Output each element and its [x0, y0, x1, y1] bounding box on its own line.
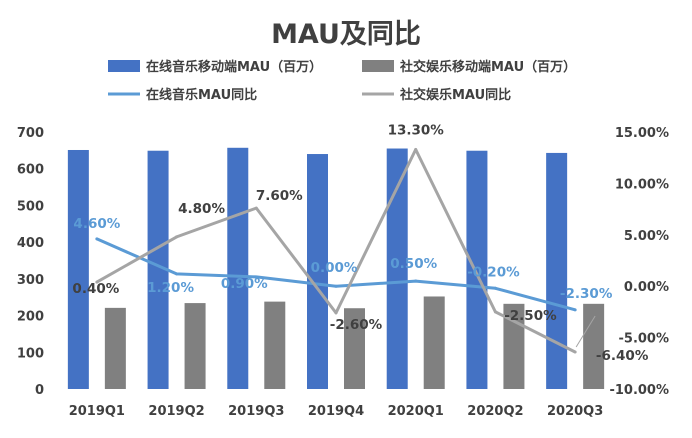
data-label-social-yoy: 4.80%: [178, 201, 225, 217]
bar-music-mau: [546, 152, 568, 389]
point-social-yoy: [95, 280, 99, 284]
bar-music-mau: [147, 150, 169, 389]
y2-tick-label: 5.00%: [624, 229, 669, 244]
y-axis-left: 0 100 200 300 400 500 600 700: [17, 126, 44, 398]
y-tick-label: 0: [35, 383, 44, 398]
y2-tick-label: 0.00%: [624, 280, 669, 295]
bar-music-mau: [466, 150, 488, 389]
legend-label-social-bar: 社交娱乐移动端MAU（百万）: [399, 59, 576, 75]
point-music-yoy: [95, 237, 99, 241]
legend-swatch-music-bar: [108, 60, 140, 72]
data-label-music-yoy: 0.90%: [221, 276, 268, 292]
data-label-music-yoy: -2.30%: [560, 286, 613, 302]
y-tick-label: 300: [17, 273, 44, 288]
bar-music-mau: [386, 148, 408, 389]
x-tick-label: 2020Q3: [547, 404, 603, 419]
chart-title: MAU及同比: [271, 19, 421, 50]
legend-label-music-bar: 在线音乐移动端MAU（百万）: [146, 59, 322, 75]
x-tick-label: 2019Q1: [69, 404, 125, 419]
y-axis-right: -10.00% -5.00% 0.00% 5.00% 10.00% 15.00%: [609, 126, 669, 398]
bar-music-mau: [307, 154, 328, 389]
x-tick-label: 2020Q2: [467, 404, 523, 419]
lines: [95, 147, 577, 354]
point-social-yoy: [573, 350, 577, 354]
point-music-yoy: [493, 286, 497, 290]
point-music-yoy: [573, 308, 577, 312]
y2-tick-label: -5.00%: [619, 332, 670, 347]
data-label-music-yoy: 4.60%: [73, 216, 120, 232]
bar-social-mau: [423, 296, 445, 389]
bars: [67, 147, 605, 389]
point-music-yoy: [254, 275, 258, 279]
data-label-music-yoy: -0.20%: [467, 264, 520, 280]
data-label-social-yoy: -6.40%: [596, 348, 649, 364]
bar-music-mau: [227, 147, 249, 389]
y2-tick-label: 10.00%: [615, 177, 669, 192]
legend-label-music-line: 在线音乐MAU同比: [146, 87, 257, 103]
data-label-social-yoy: -2.60%: [330, 317, 383, 333]
point-music-yoy: [414, 279, 418, 283]
bar-social-mau: [104, 307, 126, 389]
point-social-yoy: [254, 206, 258, 210]
y2-tick-label: -10.00%: [609, 383, 669, 398]
point-social-yoy: [334, 311, 338, 315]
legend-label-social-line: 社交娱乐MAU同比: [399, 87, 511, 103]
x-tick-label: 2019Q4: [308, 404, 364, 419]
legend-swatch-social-bar: [362, 60, 394, 72]
y-tick-label: 400: [17, 236, 44, 251]
x-tick-label: 2019Q3: [228, 404, 284, 419]
point-social-yoy: [175, 235, 179, 239]
data-label-music-yoy: 1.20%: [147, 280, 194, 296]
x-tick-label: 2019Q2: [148, 404, 204, 419]
y2-tick-label: 15.00%: [615, 126, 669, 141]
bar-social-mau: [184, 303, 206, 389]
bar-social-mau: [583, 303, 605, 389]
legend: 在线音乐移动端MAU（百万） 社交娱乐移动端MAU（百万） 在线音乐MAU同比 …: [108, 59, 576, 103]
x-tick-label: 2020Q1: [388, 404, 444, 419]
point-music-yoy: [175, 272, 179, 276]
point-music-yoy: [334, 284, 338, 288]
bar-social-mau: [344, 308, 365, 389]
leader-line: [575, 315, 596, 348]
y-tick-label: 700: [17, 126, 44, 141]
point-social-yoy: [414, 147, 418, 151]
point-social-yoy: [493, 310, 497, 314]
bar-social-mau: [264, 301, 286, 389]
data-label-social-yoy: 7.60%: [256, 188, 303, 204]
data-label-social-yoy: 13.30%: [388, 122, 445, 138]
data-label-social-yoy: -2.50%: [504, 308, 557, 324]
bar-music-mau: [67, 149, 89, 389]
y-tick-label: 600: [17, 163, 44, 178]
x-axis: 2019Q1 2019Q2 2019Q3 2019Q4 2020Q1 2020Q2 2020…: [69, 404, 604, 419]
y-tick-label: 500: [17, 199, 44, 214]
y-tick-label: 200: [17, 310, 44, 325]
data-label-music-yoy: 0.00%: [311, 260, 358, 276]
data-label-music-yoy: 0.50%: [390, 256, 437, 272]
y-tick-label: 100: [17, 346, 44, 361]
data-label-social-yoy: 0.40%: [72, 281, 119, 297]
data-labels: 4.60% 1.20% 0.90% 0.00% 0.50% -0.20% -2.30% 0.4…: [72, 122, 648, 364]
